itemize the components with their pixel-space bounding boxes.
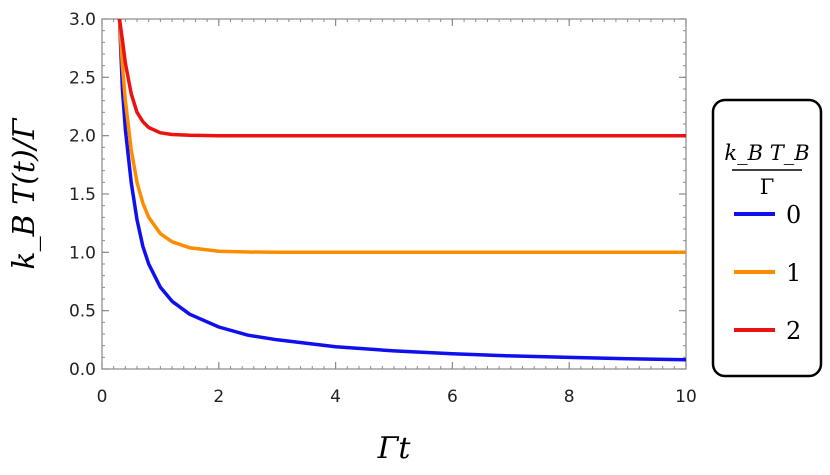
x-tick-label: 4 [330, 387, 341, 407]
series-line-0 [117, 19, 686, 362]
y-axis-label: k_B T(t)/Γ [7, 117, 42, 269]
x-tick-label: 6 [447, 387, 458, 407]
y-tick-label: 1.0 [69, 243, 96, 263]
legend-label-1: 1 [786, 259, 801, 287]
y-tick-label: 2.5 [69, 68, 96, 88]
x-tick-label: 0 [97, 387, 108, 407]
y-tick-labels: 0.0 0.5 1.0 1.5 2.0 2.5 3.0 [69, 10, 96, 380]
y-tick-label: 3.0 [69, 10, 96, 30]
legend-title-denominator: Γ [760, 175, 775, 199]
legend: k_B T_B Γ 0 1 2 [711, 98, 823, 378]
y-tick-label: 0.5 [69, 302, 96, 322]
x-tick-labels: 0 2 4 6 8 10 [97, 387, 697, 407]
legend-label-0: 0 [786, 201, 801, 229]
x-axis-label: Γt [377, 431, 412, 466]
series-group [117, 19, 686, 362]
major-ticks [101, 18, 687, 370]
x-tick-label: 2 [213, 387, 224, 407]
x-tick-label: 10 [675, 387, 697, 407]
x-tick-label: 8 [564, 387, 575, 407]
series-line-1 [117, 19, 686, 255]
y-tick-label: 0.0 [69, 360, 96, 380]
y-tick-label: 1.5 [69, 185, 96, 205]
series-line-2 [117, 19, 686, 138]
plot-frame [101, 18, 687, 370]
legend-box [711, 98, 823, 378]
minor-ticks [101, 18, 687, 370]
legend-entries: 0 1 2 [734, 201, 801, 345]
y-tick-label: 2.0 [69, 127, 96, 147]
legend-label-2: 2 [786, 317, 801, 345]
legend-title-numerator: k_B T_B [724, 141, 809, 165]
